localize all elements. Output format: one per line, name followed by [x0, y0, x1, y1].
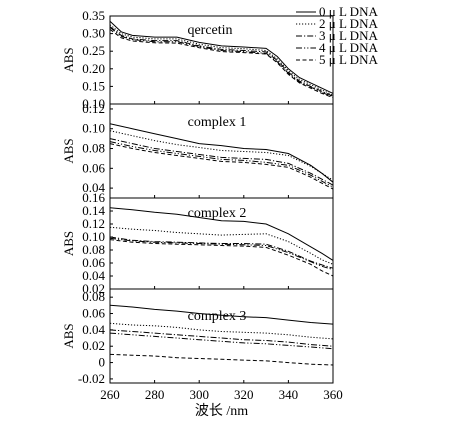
y-tick-label: 0.12: [82, 101, 105, 116]
y-axis-label: ABS: [61, 323, 76, 348]
y-tick-label: 0.08: [82, 242, 105, 257]
y-tick-label: 0.30: [82, 26, 105, 41]
panel-title: qercetin: [187, 23, 232, 38]
y-tick-label: 0.04: [82, 180, 105, 195]
y-tick-label: 0.08: [82, 141, 105, 156]
series-line: [109, 130, 334, 181]
x-tick-label: 340: [279, 387, 299, 402]
series-line: [109, 207, 334, 261]
x-tick-label: 280: [145, 387, 165, 402]
panel-title: complex 3: [188, 309, 247, 324]
y-tick-label: 0: [99, 355, 106, 370]
y-axis-label: ABS: [61, 47, 76, 72]
y-tick-label: 0.20: [82, 61, 105, 76]
series-line: [109, 329, 334, 347]
y-axis-label: ABS: [61, 231, 76, 256]
y-tick-label: 0.06: [82, 160, 105, 175]
x-axis-label: 波长 /nm: [195, 403, 248, 419]
panel-title: complex 2: [188, 206, 247, 221]
series-line: [109, 26, 334, 98]
y-tick-label: 0.10: [82, 121, 105, 136]
y-tick-label: 0.04: [82, 322, 105, 337]
series-line: [109, 322, 334, 340]
y-tick-label: -0.02: [78, 371, 105, 386]
y-tick-label: 0.06: [82, 306, 105, 321]
series-line: [109, 353, 334, 366]
legend-label: 2 μ L DNA: [319, 16, 378, 31]
y-tick-label: 0.15: [82, 78, 105, 93]
legend-label: 3 μ L DNA: [319, 28, 378, 43]
y-tick-label: 0.25: [82, 43, 105, 58]
legend-label: 4 μ L DNA: [319, 40, 378, 55]
y-tick-label: 0.04: [82, 268, 105, 283]
series-line: [109, 138, 334, 186]
legend-label: 0 μ L DNA: [319, 4, 378, 19]
series-line: [109, 26, 334, 97]
panel-frame: [109, 288, 334, 384]
series-line: [109, 304, 334, 325]
legend-label: 5 μ L DNA: [319, 52, 378, 67]
series-line: [109, 239, 334, 277]
x-tick-label: 260: [100, 387, 120, 402]
y-tick-label: 0.35: [82, 8, 105, 23]
x-tick-label: 360: [323, 387, 343, 402]
series-line: [109, 226, 334, 265]
series-line: [109, 141, 334, 188]
y-tick-label: 0.14: [82, 203, 105, 218]
series-line: [109, 236, 334, 269]
y-tick-label: 0.10: [82, 229, 105, 244]
series-line: [109, 24, 334, 96]
series-line: [109, 20, 334, 94]
y-tick-label: 0.06: [82, 255, 105, 270]
y-axis-label: ABS: [61, 138, 76, 163]
series-line: [109, 123, 334, 183]
series-line: [109, 143, 334, 190]
panel-title: complex 1: [188, 115, 247, 130]
series-line: [109, 332, 334, 350]
x-tick-label: 320: [234, 387, 254, 402]
series-line: [109, 28, 334, 99]
y-tick-label: 0.10: [82, 96, 105, 111]
y-tick-label: 0.12: [82, 216, 105, 231]
series-line: [109, 237, 334, 270]
x-tick-label: 300: [189, 387, 209, 402]
y-tick-label: 0.16: [82, 190, 105, 205]
y-tick-label: 0.02: [82, 338, 105, 353]
y-tick-label: 0.08: [82, 289, 105, 304]
y-tick-label: 0.02: [82, 281, 105, 296]
